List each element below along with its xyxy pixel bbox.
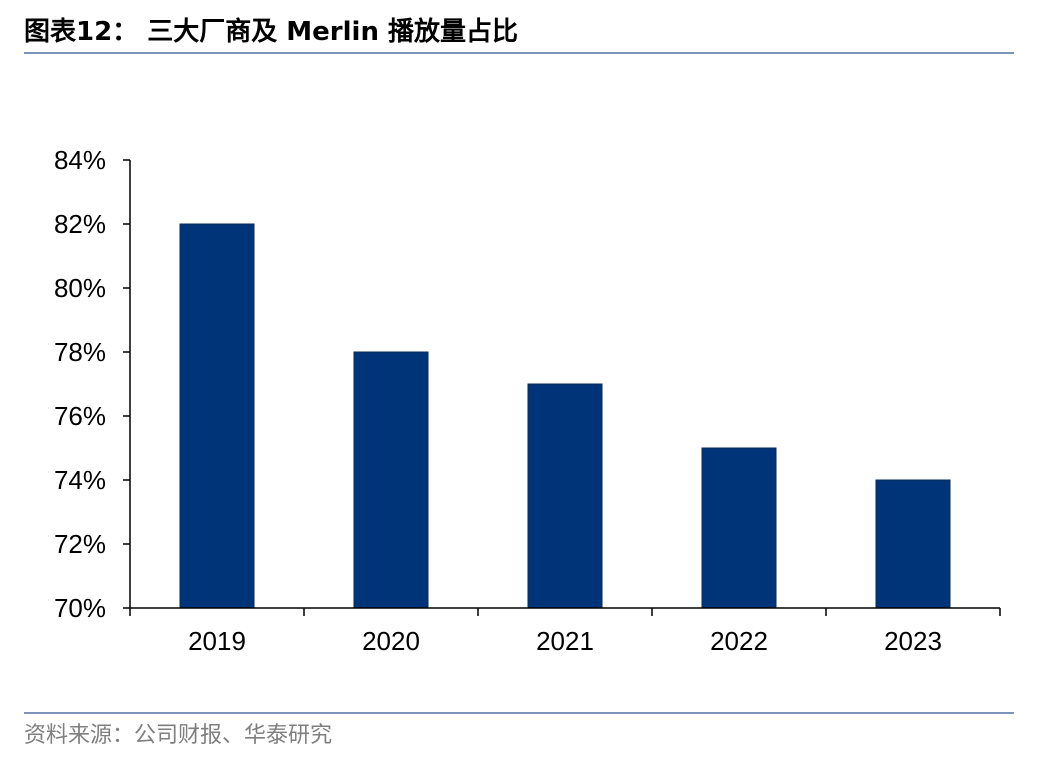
bar-2023 bbox=[875, 479, 951, 609]
bar-2020 bbox=[353, 351, 429, 609]
figure-title: 图表12： 三大厂商及 Merlin 播放量占比 bbox=[24, 17, 519, 47]
x-tick-label-2019: 2019 bbox=[188, 626, 246, 656]
x-tick-label-2020: 2020 bbox=[362, 626, 420, 656]
y-tick-label-70: 70% bbox=[54, 593, 106, 623]
y-tick-label-82: 82% bbox=[54, 209, 106, 239]
bar-chart: 70% 72% 74% 76% 78% 80% 82% 84% 2019 2020 2021 2022… bbox=[54, 145, 1001, 656]
bar-2021 bbox=[527, 383, 603, 609]
bar-2019 bbox=[179, 223, 255, 609]
source-note: 资料来源：公司财报、华泰研究 bbox=[24, 723, 333, 748]
bars-group bbox=[179, 223, 951, 609]
y-tick-label-76: 76% bbox=[54, 401, 106, 431]
bar-2022 bbox=[701, 447, 777, 609]
y-tick-label-78: 78% bbox=[54, 337, 106, 367]
y-tick-label-80: 80% bbox=[54, 273, 106, 303]
bottom-divider bbox=[24, 712, 1014, 714]
x-tick-label-2023: 2023 bbox=[884, 626, 942, 656]
y-tick-label-72: 72% bbox=[54, 529, 106, 559]
x-tick-label-2021: 2021 bbox=[536, 626, 594, 656]
x-tick-label-2022: 2022 bbox=[710, 626, 768, 656]
y-tick-label-84: 84% bbox=[54, 145, 106, 175]
y-tick-label-74: 74% bbox=[54, 465, 106, 495]
top-divider bbox=[24, 52, 1014, 54]
axes-group: 70% 72% 74% 76% 78% 80% 82% 84% 2019 2020 2021 2022… bbox=[54, 145, 1001, 656]
